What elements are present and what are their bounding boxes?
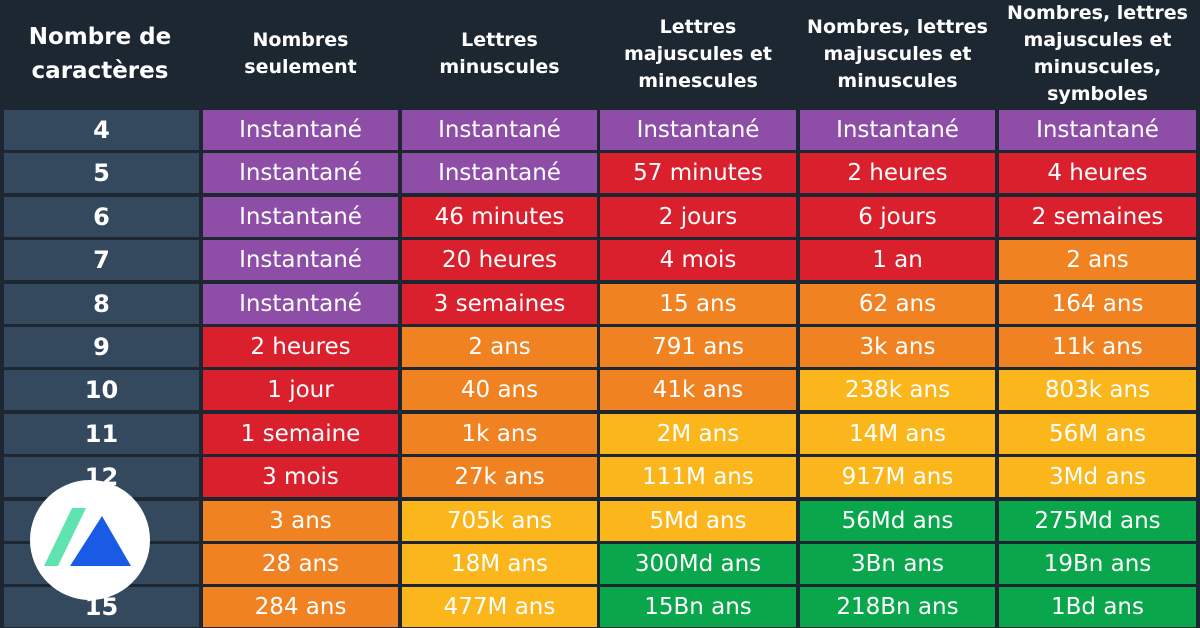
row-header-label: Nombre de caractères bbox=[28, 24, 172, 84]
table-cell: 11k ans bbox=[999, 327, 1196, 367]
table-cell: 275Md ans bbox=[999, 501, 1196, 541]
table-cell: 2 ans bbox=[402, 327, 597, 367]
table-cell: Instantané bbox=[203, 240, 398, 280]
table-cell: 1 jour bbox=[203, 370, 398, 410]
table-cell: Instantané bbox=[402, 110, 597, 150]
row-label: 8 bbox=[4, 284, 199, 324]
table-cell: 2 jours bbox=[600, 197, 796, 237]
table-cell: 917M ans bbox=[800, 457, 995, 497]
table-cell: 28 ans bbox=[203, 544, 398, 584]
brand-logo-icon bbox=[44, 508, 131, 566]
column-header-label: Nombres seulement bbox=[244, 29, 357, 78]
table-cell: 3 semaines bbox=[402, 284, 597, 324]
table-row: 6 Instantané 46 minutes 2 jours 6 jours 2 sem… bbox=[0, 197, 1200, 237]
table-cell: 2 ans bbox=[999, 240, 1196, 280]
column-header: Nombres, lettres majuscules et minuscule… bbox=[800, 0, 995, 108]
row-label: 9 bbox=[4, 327, 199, 367]
table-cell: 4 heures bbox=[999, 153, 1196, 193]
table-cell: 5Md ans bbox=[600, 501, 796, 541]
table-row: 5 Instantané Instantané 57 minutes 2 heures 4… bbox=[0, 153, 1200, 193]
table-cell: 3 mois bbox=[203, 457, 398, 497]
column-header-label: Lettres majuscules et minescules bbox=[623, 15, 773, 92]
table-cell: 56Md ans bbox=[800, 501, 995, 541]
table-row: 10 1 jour 40 ans 41k ans 238k ans 803k ans bbox=[0, 370, 1200, 410]
table-header: Nombre de caractères Nombres seulement Le… bbox=[0, 0, 1200, 108]
table-cell: 705k ans bbox=[402, 501, 597, 541]
column-header-label: Nombres, lettres majuscules et minuscule… bbox=[807, 15, 988, 92]
table-cell: Instantané bbox=[402, 153, 597, 193]
column-header: Nombres, lettres majuscules et minuscule… bbox=[999, 0, 1196, 108]
table-cell: 15Bn ans bbox=[600, 587, 796, 627]
column-header-label: Nombres, lettres majuscules et minuscule… bbox=[1007, 2, 1188, 105]
table-cell: 791 ans bbox=[600, 327, 796, 367]
table-cell: 300Md ans bbox=[600, 544, 796, 584]
table-cell: 477M ans bbox=[402, 587, 597, 627]
table-cell: 3k ans bbox=[800, 327, 995, 367]
table-cell: 14M ans bbox=[800, 414, 995, 454]
row-label: 6 bbox=[4, 197, 199, 237]
table-cell: 56M ans bbox=[999, 414, 1196, 454]
table-cell: 40 ans bbox=[402, 370, 597, 410]
table-cell: 6 jours bbox=[800, 197, 995, 237]
table-cell: Instantané bbox=[999, 110, 1196, 150]
column-header-label: Lettres minuscules bbox=[439, 29, 560, 78]
table-cell: 238k ans bbox=[800, 370, 995, 410]
table-cell: 2 semaines bbox=[999, 197, 1196, 237]
table-cell: 1Bd ans bbox=[999, 587, 1196, 627]
table-cell: Instantané bbox=[203, 284, 398, 324]
row-label: 7 bbox=[4, 240, 199, 280]
table-cell: 3Bn ans bbox=[800, 544, 995, 584]
table-row: 11 1 semaine 1k ans 2M ans 14M ans 56M ans bbox=[0, 414, 1200, 454]
row-label: 4 bbox=[4, 110, 199, 150]
table-cell: 18M ans bbox=[402, 544, 597, 584]
table-cell: Instantané bbox=[203, 197, 398, 237]
table-cell: 2M ans bbox=[600, 414, 796, 454]
table-row: 4 Instantané Instantané Instantané Instantan… bbox=[0, 110, 1200, 150]
table-cell: 3 ans bbox=[203, 501, 398, 541]
table-cell: 1 semaine bbox=[203, 414, 398, 454]
table-cell: 41k ans bbox=[600, 370, 796, 410]
table-cell: 4 mois bbox=[600, 240, 796, 280]
column-header: Nombres seulement bbox=[203, 0, 398, 108]
table-cell: 1k ans bbox=[402, 414, 597, 454]
brand-logo bbox=[30, 480, 150, 600]
row-header-cell: Nombre de caractères bbox=[0, 0, 200, 108]
table-cell: 2 heures bbox=[203, 327, 398, 367]
table-cell: 111M ans bbox=[600, 457, 796, 497]
row-label: 5 bbox=[4, 153, 199, 193]
table-cell: Instantané bbox=[203, 110, 398, 150]
column-header: Lettres majuscules et minescules bbox=[600, 0, 796, 108]
table-cell: 46 minutes bbox=[402, 197, 597, 237]
table-cell: Instantané bbox=[600, 110, 796, 150]
table-cell: 218Bn ans bbox=[800, 587, 995, 627]
column-header: Lettres minuscules bbox=[402, 0, 597, 108]
row-label: 11 bbox=[4, 414, 199, 454]
table-row: 12 3 mois 27k ans 111M ans 917M ans 3Md ans bbox=[0, 457, 1200, 497]
table-row: 7 Instantané 20 heures 4 mois 1 an 2 ans bbox=[0, 240, 1200, 280]
table-cell: 57 minutes bbox=[600, 153, 796, 193]
row-label: 10 bbox=[4, 370, 199, 410]
table-cell: 20 heures bbox=[402, 240, 597, 280]
table-cell: 284 ans bbox=[203, 587, 398, 627]
table-cell: 27k ans bbox=[402, 457, 597, 497]
table-cell: 3Md ans bbox=[999, 457, 1196, 497]
table-cell: Instantané bbox=[203, 153, 398, 193]
table-cell: 2 heures bbox=[800, 153, 995, 193]
table-cell: Instantané bbox=[800, 110, 995, 150]
table-row: 15 284 ans 477M ans 15Bn ans 218Bn ans 1Bd an… bbox=[0, 587, 1200, 627]
table-cell: 164 ans bbox=[999, 284, 1196, 324]
table-cell: 19Bn ans bbox=[999, 544, 1196, 584]
table-cell: 15 ans bbox=[600, 284, 796, 324]
table-cell: 803k ans bbox=[999, 370, 1196, 410]
table-cell: 62 ans bbox=[800, 284, 995, 324]
table-cell: 1 an bbox=[800, 240, 995, 280]
table-row: 8 Instantané 3 semaines 15 ans 62 ans 164 ans bbox=[0, 284, 1200, 324]
